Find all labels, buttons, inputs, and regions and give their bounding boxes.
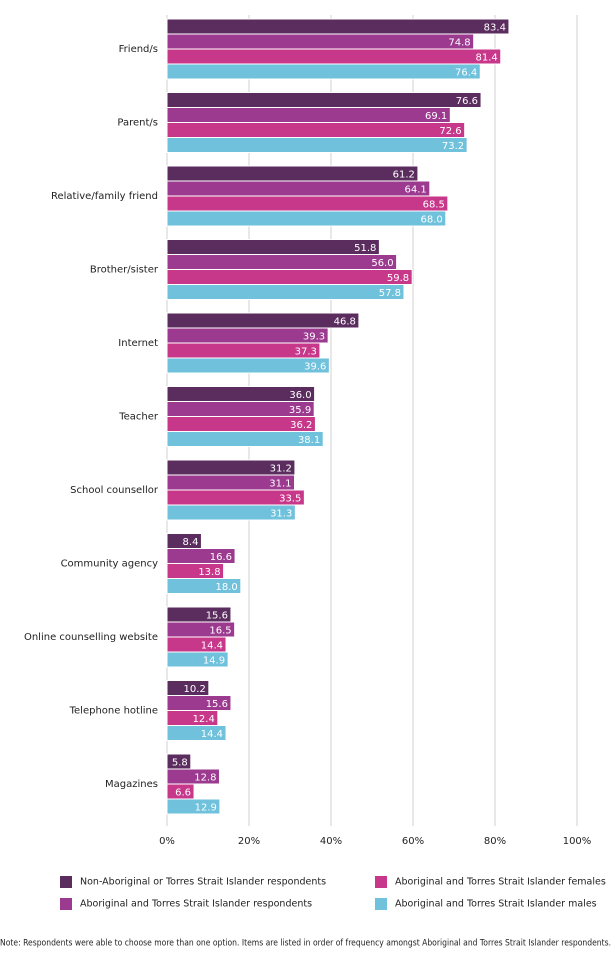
x-tick-label: 100% — [563, 836, 592, 847]
x-tick-label: 60% — [402, 836, 424, 847]
value-label: 8.4 — [183, 537, 199, 548]
y-tick-label: Community agency — [61, 559, 159, 570]
value-label: 38.1 — [298, 435, 320, 446]
y-tick-label: Magazines — [105, 779, 158, 790]
value-label: 83.4 — [484, 23, 506, 34]
bar — [166, 180, 431, 197]
chart-note: Note: Respondents were able to choose mo… — [0, 939, 611, 949]
legend-swatch — [375, 898, 387, 910]
y-tick-label: Internet — [118, 338, 158, 349]
bar — [166, 48, 502, 65]
bar — [166, 195, 449, 212]
value-label: 13.8 — [198, 567, 220, 578]
value-label: 61.2 — [393, 170, 415, 181]
bar — [166, 504, 296, 521]
value-label: 12.8 — [194, 773, 216, 784]
y-tick-label: Online counselling website — [24, 632, 158, 643]
value-label: 39.6 — [304, 362, 326, 373]
value-label: 14.9 — [203, 656, 225, 667]
bar — [166, 284, 405, 300]
value-label: 76.4 — [455, 68, 477, 79]
value-label: 12.9 — [195, 803, 217, 814]
value-label: 37.3 — [295, 347, 317, 358]
value-label: 39.3 — [303, 332, 325, 343]
bar — [166, 92, 482, 108]
value-label: 69.1 — [425, 111, 447, 122]
value-label: 35.9 — [289, 405, 311, 416]
value-label: 68.5 — [423, 200, 445, 211]
bar — [166, 63, 481, 80]
value-label: 72.6 — [439, 126, 461, 137]
y-tick-label: School counsellor — [70, 485, 159, 496]
legend-swatch — [375, 876, 387, 888]
value-label: 14.4 — [201, 729, 223, 740]
value-label: 57.8 — [379, 288, 401, 299]
bar — [166, 578, 242, 594]
bar — [166, 725, 227, 741]
value-label: 6.6 — [175, 788, 191, 799]
value-label: 46.8 — [334, 317, 356, 328]
y-tick-label: Brother/sister — [90, 265, 159, 276]
value-label: 73.2 — [442, 141, 464, 152]
legend-label: Aboriginal and Torres Strait Islander ma… — [395, 899, 597, 910]
value-label: 33.5 — [279, 494, 301, 505]
value-label: 31.1 — [269, 479, 291, 490]
x-tick-label: 80% — [484, 836, 506, 847]
value-label: 12.4 — [193, 714, 215, 725]
value-label: 81.4 — [475, 53, 497, 64]
legend-label: Non-Aboriginal or Torres Strait Islander… — [80, 877, 326, 888]
y-tick-label: Telephone hotline — [69, 706, 158, 717]
bar — [166, 137, 468, 153]
y-tick-label: Relative/family friend — [51, 191, 158, 202]
value-label: 31.2 — [270, 464, 292, 475]
bar — [166, 239, 380, 255]
value-label: 56.0 — [371, 258, 393, 269]
x-tick-label: 40% — [320, 836, 342, 847]
bar — [166, 165, 419, 182]
bar — [166, 33, 475, 50]
value-label: 16.5 — [209, 626, 231, 637]
y-tick-label: Teacher — [118, 412, 159, 423]
bar — [166, 210, 447, 227]
bar — [166, 18, 510, 35]
value-label: 18.0 — [216, 582, 238, 593]
x-tick-label: 0% — [159, 836, 175, 847]
value-label: 5.8 — [172, 758, 188, 769]
legend-swatch — [60, 876, 72, 888]
bar — [166, 254, 398, 270]
value-label: 10.2 — [184, 684, 206, 695]
value-label: 15.6 — [206, 699, 228, 710]
value-label: 51.8 — [354, 243, 376, 254]
value-label: 68.0 — [421, 215, 443, 226]
value-label: 36.2 — [290, 420, 312, 431]
legend-swatch — [60, 898, 72, 910]
bar — [166, 798, 221, 815]
legend-label: Aboriginal and Torres Strait Islander re… — [80, 899, 312, 910]
value-label: 74.8 — [448, 38, 470, 49]
bar — [166, 431, 324, 447]
y-tick-label: Friend/s — [119, 44, 158, 55]
y-tick-label: Parent/s — [117, 118, 158, 129]
bar — [166, 312, 360, 329]
value-label: 14.4 — [201, 641, 223, 652]
bar — [166, 269, 413, 285]
value-label: 59.8 — [387, 273, 409, 284]
value-label: 64.1 — [405, 185, 427, 196]
value-label: 76.6 — [456, 96, 478, 107]
bar — [166, 651, 229, 668]
bar — [166, 122, 466, 138]
x-tick-label: 20% — [238, 836, 260, 847]
bar — [166, 357, 330, 374]
value-label: 31.3 — [270, 509, 292, 520]
value-label: 16.6 — [210, 552, 232, 563]
value-label: 36.0 — [289, 390, 311, 401]
bar — [166, 107, 451, 123]
legend-label: Aboriginal and Torres Strait Islander fe… — [395, 877, 606, 888]
value-label: 15.6 — [206, 611, 228, 622]
